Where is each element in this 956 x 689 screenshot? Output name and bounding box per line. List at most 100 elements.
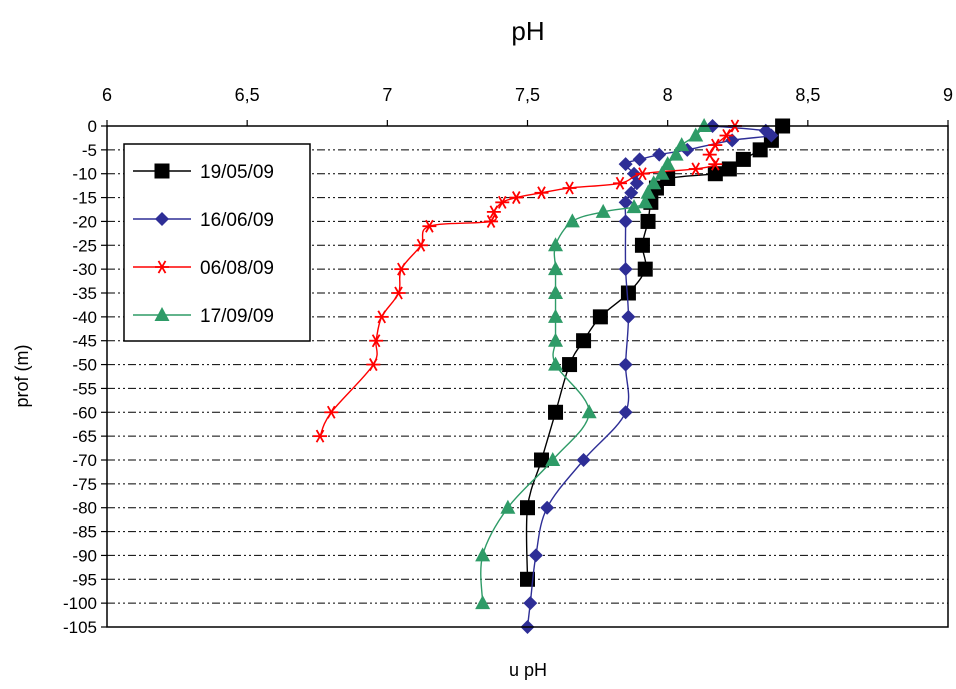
y-tick-label: -60 [72, 403, 97, 422]
data-point [475, 595, 491, 610]
series-3 [475, 118, 712, 610]
data-point [374, 310, 389, 324]
y-tick-label: -25 [72, 236, 97, 255]
y-tick-label: -105 [63, 618, 97, 637]
x-axis-ticks: 6 6,5 7 7,5 8 8,5 9 [102, 85, 953, 126]
data-point [688, 127, 704, 142]
data-point [534, 452, 550, 468]
data-point [523, 596, 538, 611]
y-tick-label: -45 [72, 332, 97, 351]
x-tick-label: 9 [943, 85, 953, 105]
data-point [564, 213, 580, 228]
y-tick-label: -10 [72, 165, 97, 184]
data-point [725, 133, 740, 148]
data-point [637, 194, 653, 209]
x-tick-label: 8 [663, 85, 673, 105]
data-point [540, 500, 555, 515]
data-point [721, 161, 737, 177]
data-point [500, 499, 516, 514]
data-point [548, 261, 564, 276]
y-tick-label: -30 [72, 260, 97, 279]
y-tick-label: -20 [72, 212, 97, 231]
data-point [637, 261, 653, 277]
data-point [520, 571, 535, 587]
y-tick-label: -65 [72, 427, 97, 446]
y-tick-label: -55 [72, 379, 97, 398]
y-axis-label: prof (m) [12, 345, 32, 408]
data-point [528, 548, 543, 563]
data-point [752, 142, 768, 158]
data-point [313, 429, 328, 443]
data-point [660, 156, 676, 171]
data-point [646, 175, 662, 190]
y-tick-label: -90 [72, 546, 97, 565]
data-point [581, 404, 597, 419]
data-point [640, 213, 656, 229]
x-tick-label: 6,5 [235, 85, 260, 105]
data-point [520, 500, 535, 516]
data-point [629, 176, 644, 191]
data-point [708, 157, 723, 171]
data-point [548, 356, 564, 371]
data-point [624, 185, 639, 200]
data-point [369, 334, 384, 348]
y-tick-label: -70 [72, 451, 97, 470]
x-axis-label: u pH [509, 660, 547, 680]
data-point [548, 332, 564, 347]
y-tick-label: -40 [72, 308, 97, 327]
data-point [618, 357, 633, 372]
data-point [634, 237, 650, 253]
series-2 [313, 119, 742, 443]
data-point [391, 286, 406, 300]
series-1 [520, 119, 779, 634]
legend-swatch-marker [154, 307, 170, 321]
data-point [618, 157, 633, 172]
data-point [621, 309, 636, 324]
legend-item: 19/05/09 [133, 162, 274, 183]
y-tick-label: -35 [72, 284, 97, 303]
legend-swatch-marker [155, 260, 169, 274]
y-tick-label: -15 [72, 189, 97, 208]
y-tick-label: -85 [72, 523, 97, 542]
legend-swatch-marker [155, 212, 169, 226]
y-tick-label: -100 [63, 594, 97, 613]
data-point [620, 285, 636, 301]
data-point [592, 309, 608, 325]
data-point [613, 176, 628, 190]
data-point [475, 547, 491, 562]
data-point [394, 262, 409, 276]
data-point [595, 203, 611, 218]
data-point [640, 184, 656, 199]
data-point [668, 146, 684, 161]
data-point [422, 219, 437, 233]
y-tick-label: -75 [72, 475, 97, 494]
data-point [548, 237, 564, 252]
y-tick-label: -5 [82, 141, 97, 160]
data-point [484, 214, 499, 228]
legend-item: 06/08/09 [133, 258, 274, 279]
y-tick-label: 0 [88, 117, 97, 136]
data-point [688, 162, 703, 176]
y-axis-ticks: 0 -5 -10 -15 -20 -25 -30 -35 -40 -45 -50 -55 -60 -65 -… [63, 117, 107, 637]
y-tick-label: -80 [72, 499, 97, 518]
chart-title: pH [511, 16, 544, 46]
data-point [486, 205, 501, 219]
data-point [413, 238, 428, 252]
legend-item: 16/06/09 [133, 210, 274, 231]
data-point [735, 151, 751, 167]
series-layer [313, 118, 791, 634]
data-point [632, 152, 647, 167]
legend: 19/05/09 16/06/09 06/08/09 17/09/09 [123, 143, 311, 342]
data-point [652, 147, 667, 162]
data-point [719, 129, 734, 143]
data-point [635, 167, 650, 181]
data-point [495, 195, 510, 209]
legend-swatch-marker [154, 163, 170, 179]
legend-label: 16/06/09 [200, 210, 274, 231]
y-tick-label: -50 [72, 356, 97, 375]
data-point [576, 333, 592, 349]
data-point [534, 186, 549, 200]
legend-label: 17/09/09 [200, 306, 274, 327]
data-point [696, 118, 712, 132]
